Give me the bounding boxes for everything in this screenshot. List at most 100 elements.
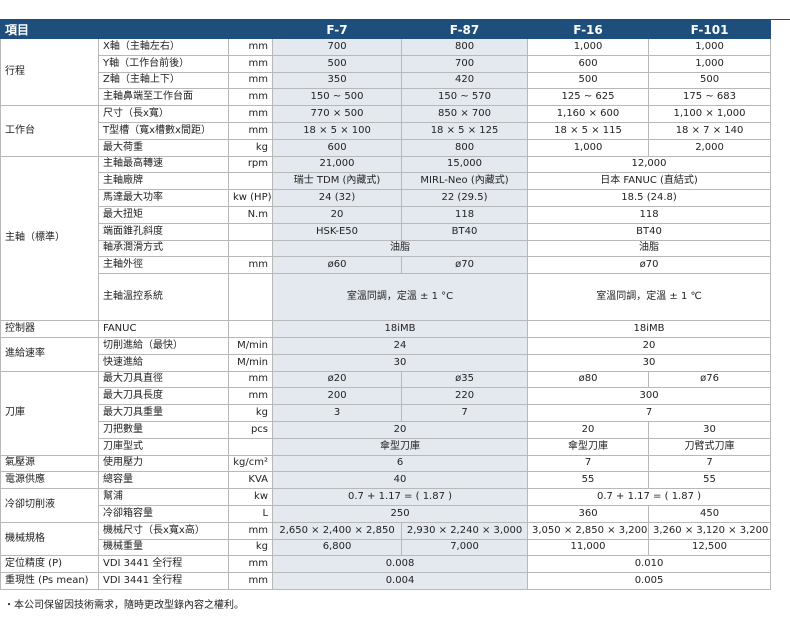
value-cell: 0.005 — [527, 572, 772, 590]
value-cell: 18 × 7 × 140 — [648, 121, 772, 140]
spec-row: 最大荷重 kg 600 800 1,000 2,000 — [1, 138, 772, 157]
value-cell: 800 — [401, 38, 529, 56]
category-cell: 刀庫 — [0, 370, 99, 456]
value-cell: 118 — [527, 205, 772, 224]
item-cell: 最大刀具直徑 — [98, 370, 229, 389]
header-cell: F-101 — [648, 20, 772, 39]
spec-table: 項目 F-7 F-87 F-16 F-101 行程 X軸（主軸左右） mm 700 80… — [0, 20, 772, 590]
item-cell: 主軸鼻端至工作台面 — [98, 88, 229, 107]
value-cell: 11,000 — [527, 538, 650, 557]
spec-row: 最大刀具重量 kg 3 7 7 — [1, 404, 772, 422]
value-cell: 18 × 5 × 115 — [527, 121, 650, 140]
item-cell: 端面錐孔斜度 — [98, 222, 229, 241]
value-cell: ø70 — [527, 256, 772, 275]
value-cell: 18 × 5 × 125 — [401, 121, 529, 140]
value-cell: 150 ~ 570 — [401, 88, 529, 107]
unit-cell: mm — [227, 256, 274, 275]
value-cell: ø80 — [527, 370, 650, 389]
unit-cell: kg — [227, 404, 274, 422]
value-cell: 15,000 — [401, 155, 529, 174]
category-cell: 機械規格 — [0, 521, 99, 557]
value-cell: 18.5 (24.8) — [527, 189, 772, 207]
value-cell: 7,000 — [401, 538, 529, 557]
value-cell: 18 × 5 × 100 — [272, 121, 403, 140]
value-cell: ø60 — [272, 256, 403, 275]
value-cell: 500 — [272, 54, 403, 73]
item-cell: 馬達最大功率 — [98, 189, 229, 207]
value-cell: 3 — [272, 404, 403, 422]
spec-row: 主軸鼻端至工作台面 mm 150 ~ 500 150 ~ 570 125 ~ 625 17… — [1, 88, 772, 107]
unit-cell: pcs — [227, 420, 274, 439]
value-cell: 600 — [527, 54, 650, 73]
value-cell: 700 — [401, 54, 529, 73]
unit-cell: kg — [227, 538, 274, 557]
item-cell: VDI 3441 全行程 — [98, 572, 229, 590]
unit-cell: M/min — [227, 336, 274, 355]
unit-cell: N.m — [227, 205, 274, 224]
value-cell: ø70 — [401, 256, 529, 275]
item-cell: FANUC — [98, 320, 229, 338]
value-cell: 2,650 × 2,400 × 2,850 — [272, 521, 403, 540]
unit-cell — [227, 239, 274, 258]
value-cell: 55 — [648, 471, 772, 490]
value-cell: 0.008 — [272, 555, 529, 574]
spec-row: 刀把數量 pcs 20 20 30 — [1, 420, 772, 439]
item-cell: 機械重量 — [98, 538, 229, 557]
category-cell: 電源供應 — [0, 471, 99, 490]
value-cell: 30 — [527, 353, 772, 372]
value-cell: 6,800 — [272, 538, 403, 557]
value-cell: 7 — [648, 454, 772, 473]
item-cell: 切削進給（最快） — [98, 336, 229, 355]
spec-row: 主軸外徑 mm ø60 ø70 ø70 — [1, 256, 772, 275]
value-cell: 40 — [272, 471, 529, 490]
unit-cell — [227, 172, 274, 191]
unit-cell: KVA — [227, 471, 274, 490]
item-cell: 刀庫型式 — [98, 437, 229, 456]
unit-cell: mm — [227, 555, 274, 574]
item-cell: X軸（主軸左右） — [98, 38, 229, 56]
spec-row: 快速進給 M/min 30 30 — [1, 353, 772, 372]
spec-row: T型槽（寬x槽數x間距） mm 18 × 5 × 100 18 × 5 × 125 18… — [1, 121, 772, 140]
item-cell: Z軸（主軸上下） — [98, 71, 229, 90]
unit-cell: mm — [227, 521, 274, 540]
value-cell: 1,000 — [648, 54, 772, 73]
value-cell: 12,000 — [527, 155, 772, 174]
value-cell: 150 ~ 500 — [272, 88, 403, 107]
value-cell: ø76 — [648, 370, 772, 389]
value-cell: 0.010 — [527, 555, 772, 574]
item-cell: 主軸最高轉速 — [98, 155, 229, 174]
unit-cell: kw — [227, 488, 274, 506]
spec-row: 行程 X軸（主軸左右） mm 700 800 1,000 1,000 — [0, 37, 772, 107]
item-cell: 幫浦 — [98, 488, 229, 506]
spec-row: 主軸廠牌 瑞士 TDM (內藏式) MIRL-Neo (內藏式) 日本 FANUC (… — [1, 172, 772, 191]
value-cell: 700 — [272, 38, 403, 56]
header-row: 項目 F-7 F-87 F-16 F-101 — [0, 20, 772, 39]
footnote: ・本公司保留因技術需求，隨時更改型錄內容之權利。 — [4, 600, 244, 611]
value-cell: 1,000 — [527, 38, 650, 56]
item-cell: 主軸廠牌 — [98, 172, 229, 191]
unit-cell: mm — [227, 121, 274, 140]
unit-cell: mm — [227, 71, 274, 90]
value-cell: 1,160 × 600 — [527, 105, 650, 123]
item-cell: 冷卻箱容量 — [98, 504, 229, 523]
item-cell: T型槽（寬x槽數x間距） — [98, 121, 229, 140]
value-cell: 2,930 × 2,240 × 3,000 — [401, 521, 529, 540]
category-cell: 主軸（標準） — [0, 155, 99, 322]
spec-row: Y軸（工作台前後） mm 500 700 600 1,000 — [1, 54, 772, 73]
unit-cell — [227, 320, 274, 338]
unit-cell: mm — [227, 88, 274, 107]
item-cell: 最大扭矩 — [98, 205, 229, 224]
value-cell: 0.004 — [272, 572, 529, 590]
unit-cell — [227, 437, 274, 456]
value-cell: 360 — [527, 504, 650, 523]
value-cell: 油脂 — [272, 239, 529, 258]
value-cell: 500 — [648, 71, 772, 90]
spec-row: 電源供應 總容量 KVA 40 55 55 — [0, 471, 772, 490]
value-cell: 30 — [272, 353, 529, 372]
value-cell: 3,050 × 2,850 × 3,200 — [527, 521, 650, 540]
item-cell: 最大刀具重量 — [98, 404, 229, 422]
value-cell: 傘型刀庫 — [527, 437, 650, 456]
spec-row: 冷卻箱容量 L 250 360 450 — [1, 504, 772, 523]
unit-cell: kg/cm² — [227, 454, 274, 473]
item-cell: 刀把數量 — [98, 420, 229, 439]
